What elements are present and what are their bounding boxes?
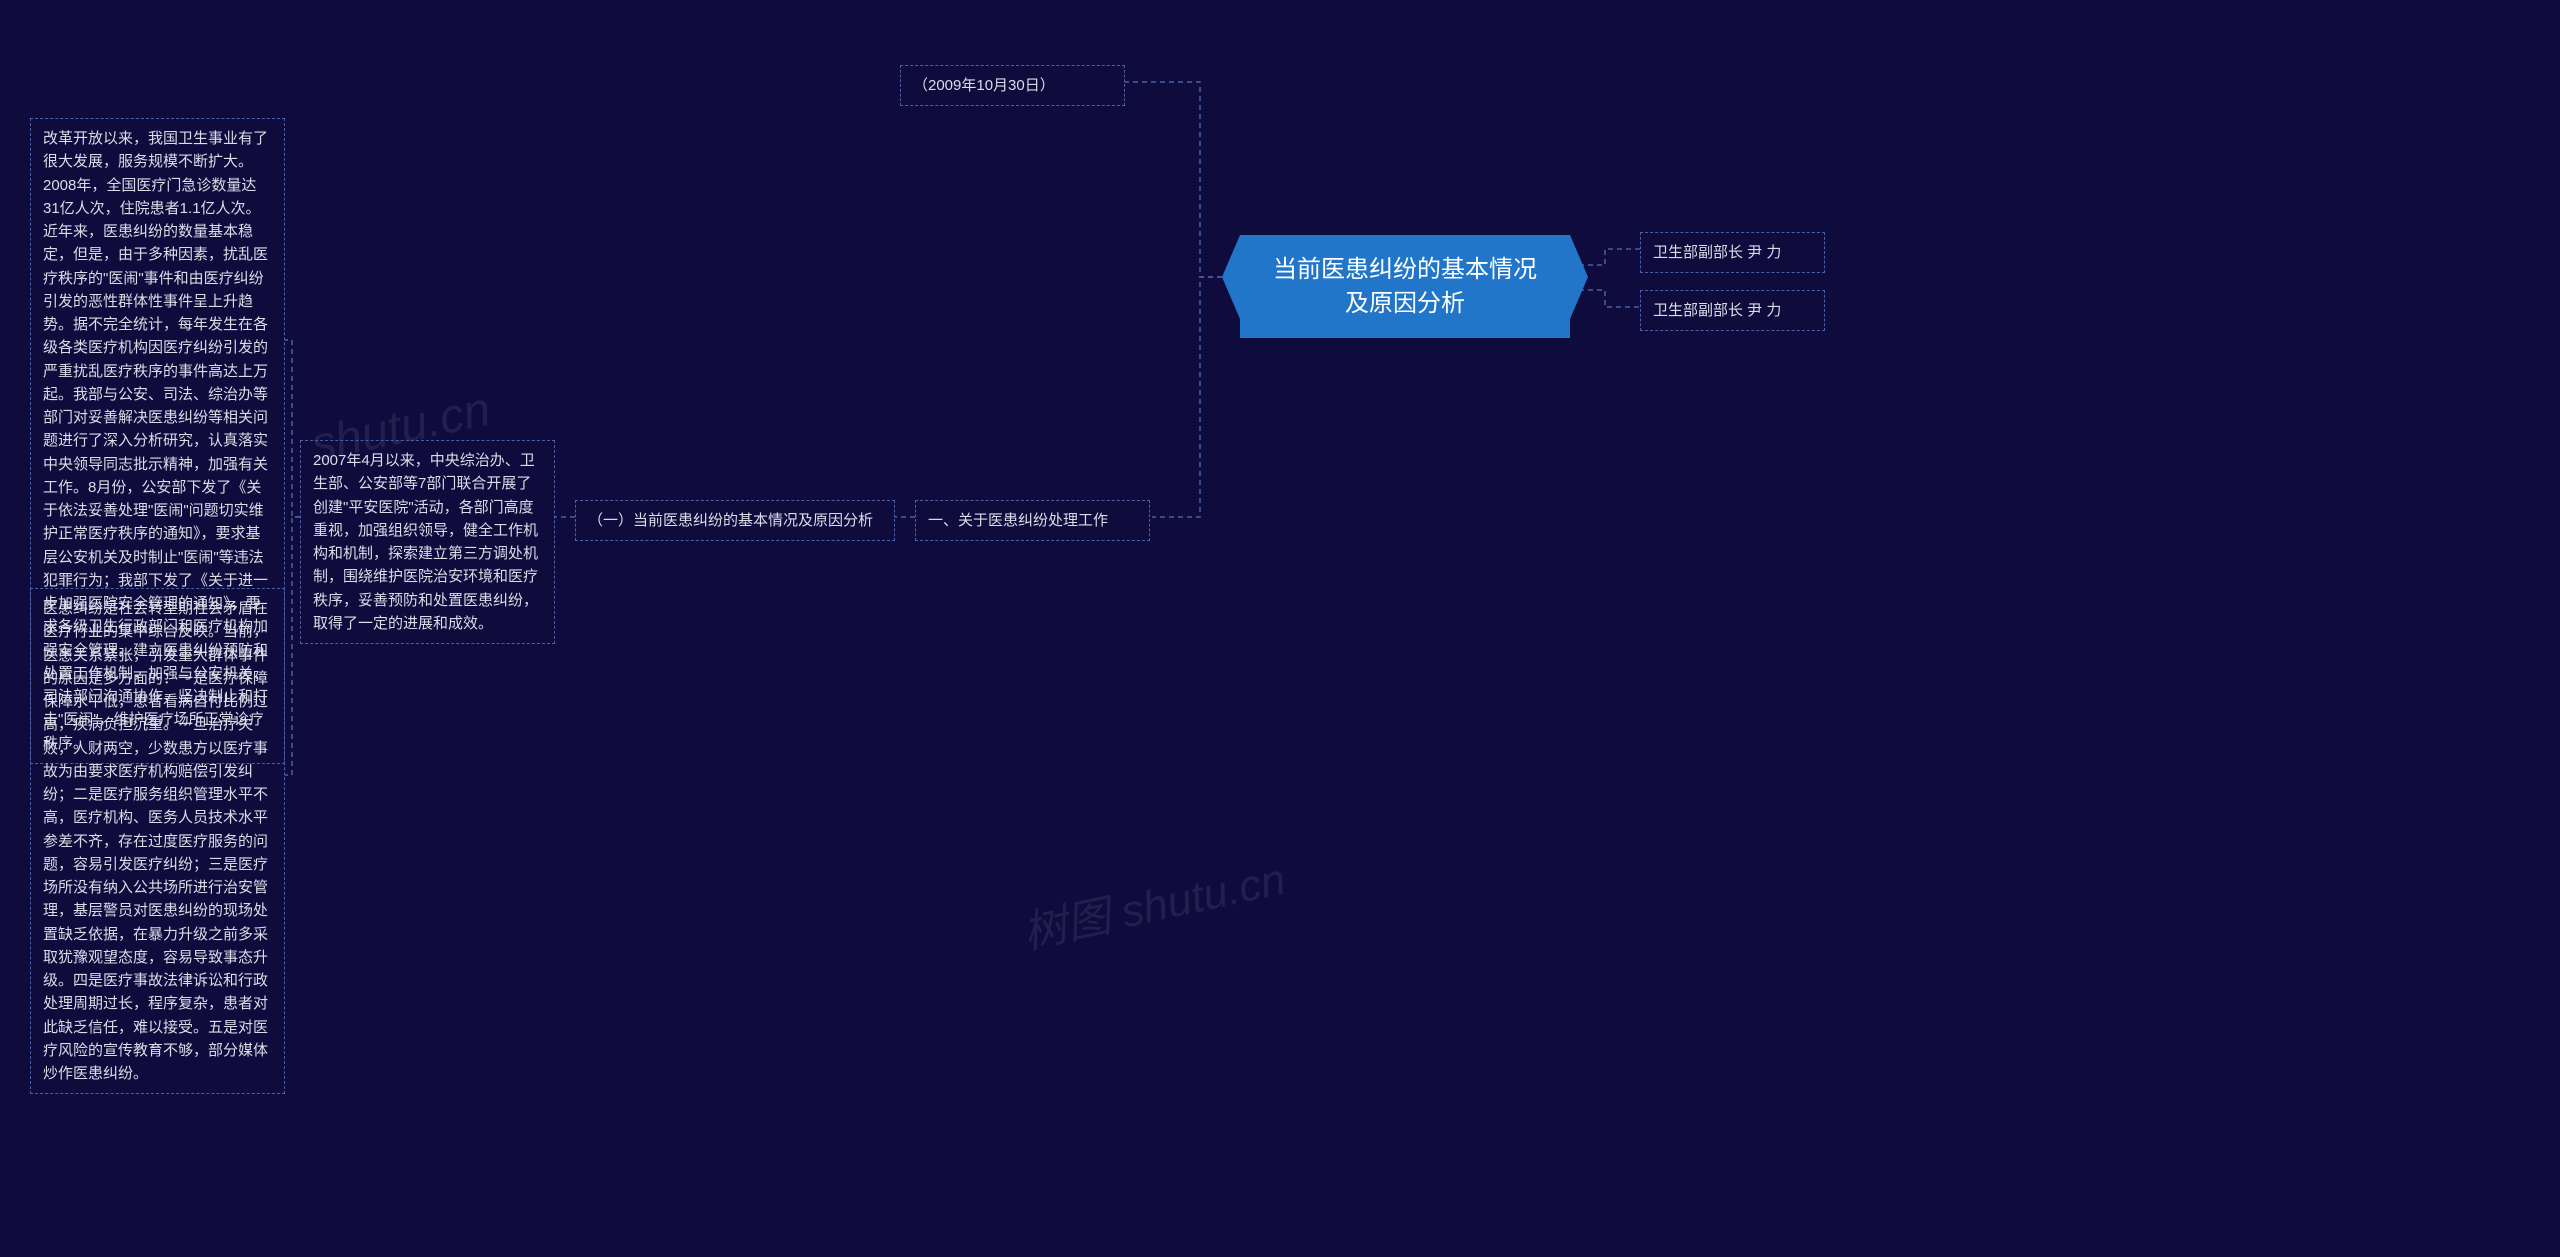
root-line2: 及原因分析: [1345, 290, 1465, 317]
root-node[interactable]: 当前医患纠纷的基本情况 及原因分析: [1240, 235, 1570, 338]
section-1-node[interactable]: 一、关于医患纠纷处理工作: [915, 500, 1150, 541]
subsection-1-node[interactable]: （一）当前医患纠纷的基本情况及原因分析: [575, 500, 895, 541]
detail-2007-node[interactable]: 2007年4月以来，中央综治办、卫生部、公安部等7部门联合开展了创建"平安医院"…: [300, 440, 555, 644]
date-node[interactable]: （2009年10月30日）: [900, 65, 1125, 106]
watermark-2: 树图 shutu.cn: [1016, 843, 1290, 961]
right-child-minister-2[interactable]: 卫生部副部长 尹 力: [1640, 290, 1825, 331]
root-line1: 当前医患纠纷的基本情况: [1273, 256, 1537, 283]
connector: [285, 340, 300, 517]
detail-dispute-node[interactable]: 医患纠纷是社会转型期社会矛盾在医疗行业的集中综合反映。当前，医患关系紧张，引发重…: [30, 588, 285, 1094]
connector: [285, 517, 300, 775]
right-child-minister-1[interactable]: 卫生部副部长 尹 力: [1640, 232, 1825, 273]
